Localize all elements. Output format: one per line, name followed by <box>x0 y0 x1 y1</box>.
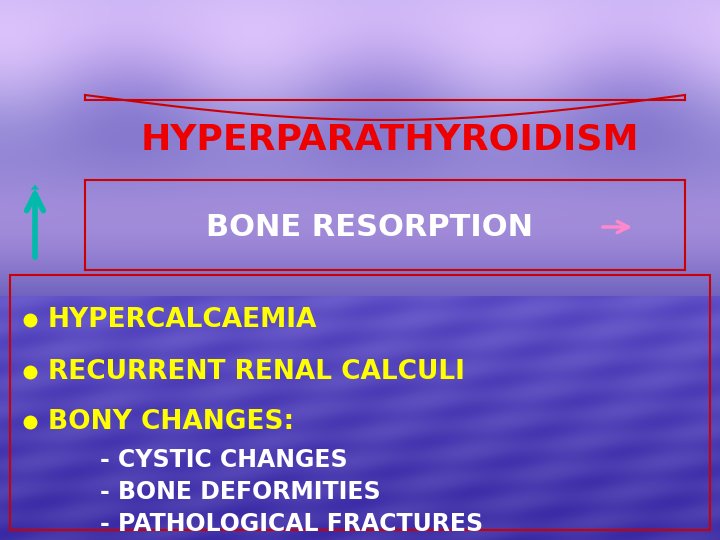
Text: HYPERCALCAEMIA: HYPERCALCAEMIA <box>48 307 318 333</box>
Text: - BONE DEFORMITIES: - BONE DEFORMITIES <box>100 480 381 504</box>
Text: BONE RESORPTION: BONE RESORPTION <box>207 213 534 241</box>
Text: HYPERPARATHYROIDISM: HYPERPARATHYROIDISM <box>140 123 639 157</box>
Bar <box>10 275 710 530</box>
Text: - PATHOLOGICAL FRACTURES: - PATHOLOGICAL FRACTURES <box>100 512 483 536</box>
Text: RECURRENT RENAL CALCULI: RECURRENT RENAL CALCULI <box>48 359 465 385</box>
Text: - CYSTIC CHANGES: - CYSTIC CHANGES <box>100 448 348 472</box>
Text: BONY CHANGES:: BONY CHANGES: <box>48 409 294 435</box>
